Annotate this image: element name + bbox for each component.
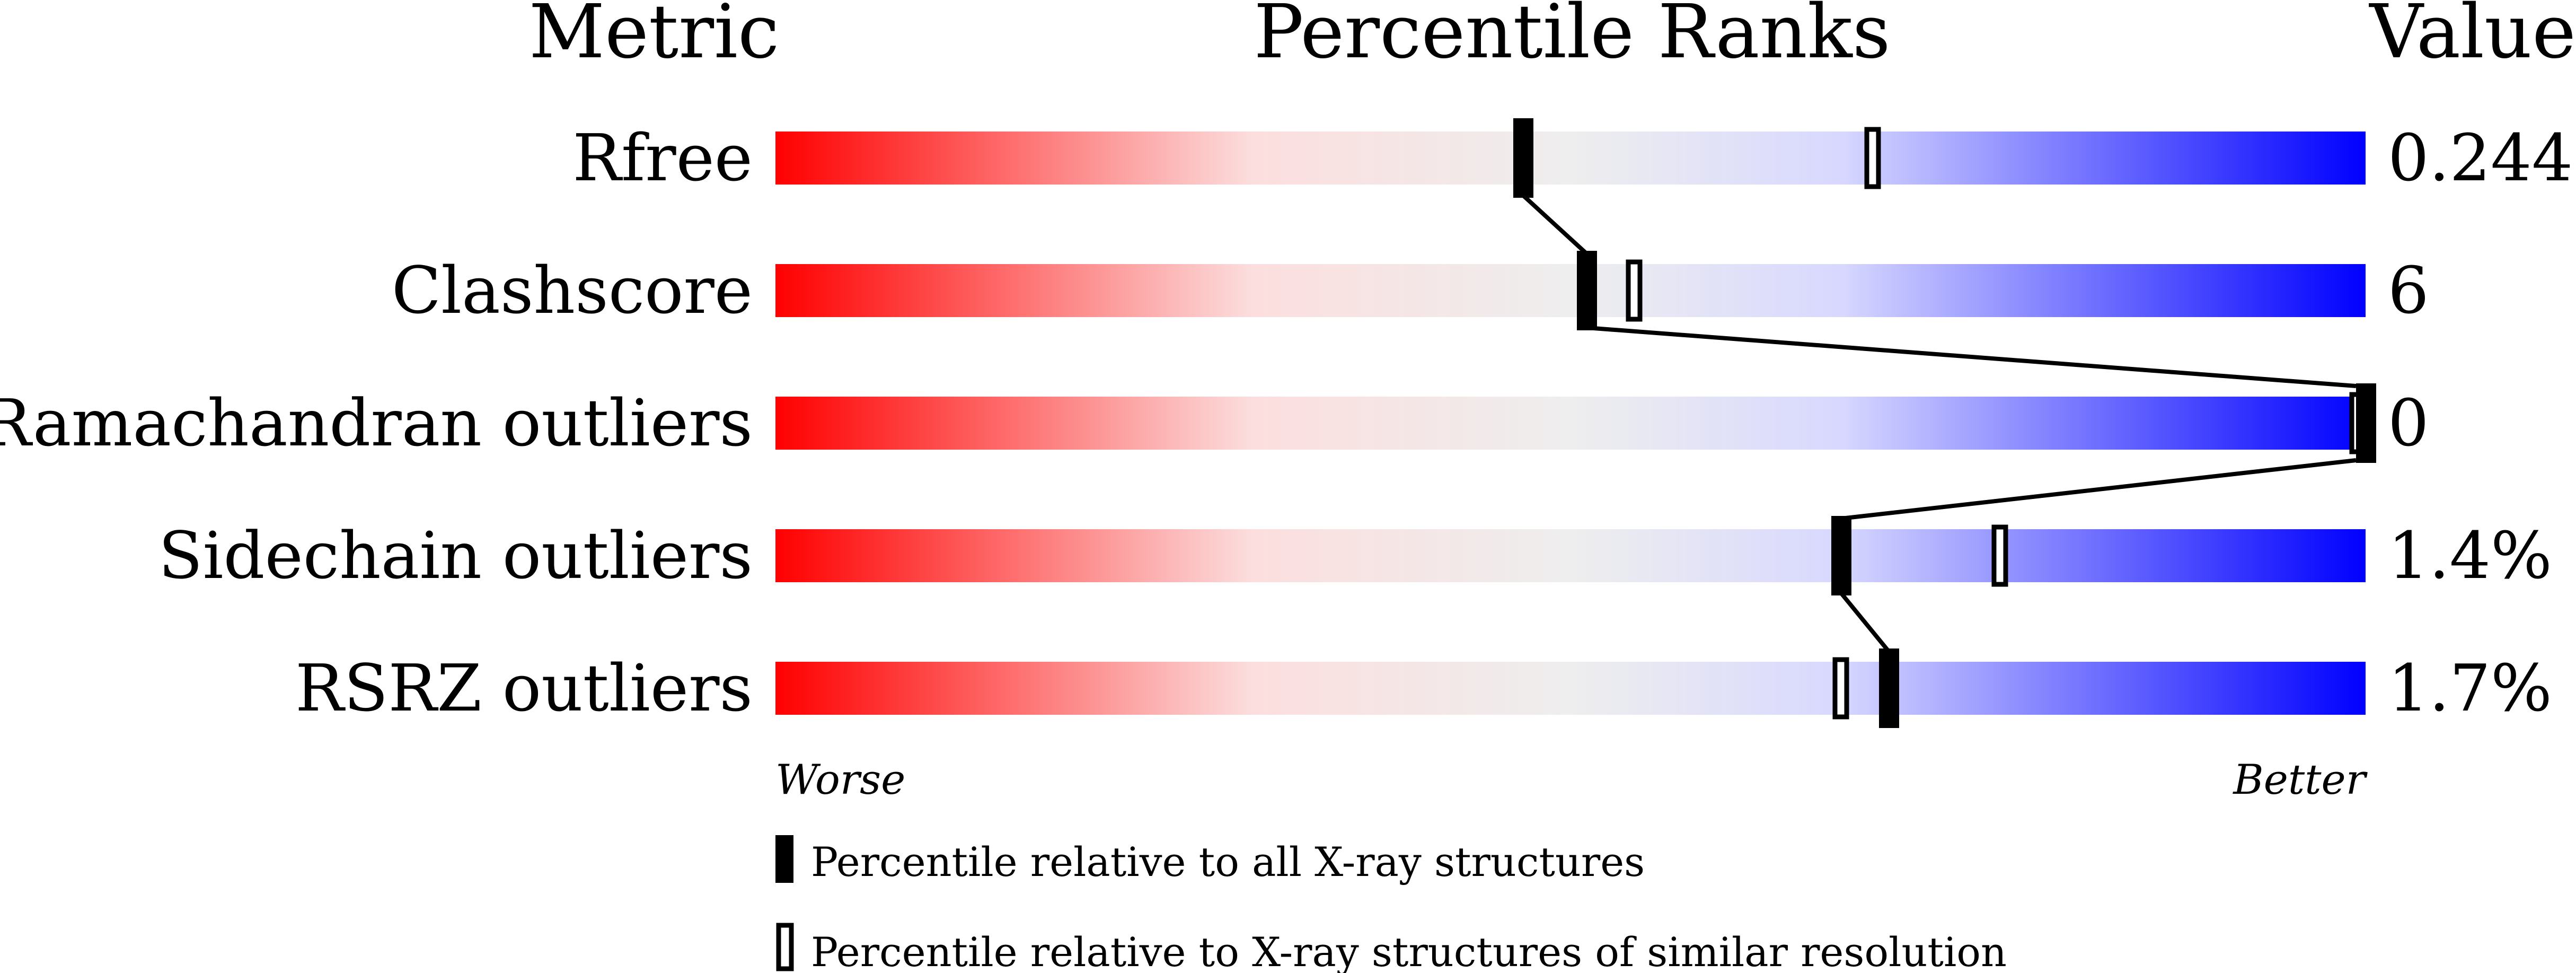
all-percentile-marker [1577, 251, 1597, 330]
metric-label: Sidechain outliers [158, 518, 753, 593]
connector-line [1521, 194, 1588, 255]
metric-row: Ramachandran outliers 0 [0, 385, 2429, 461]
similar-percentile-marker [1832, 657, 1849, 720]
similar-percentile-marker [1864, 127, 1881, 189]
legend-label-similar: Percentile relative to X-ray structures … [811, 928, 2007, 973]
header-value: Value [2368, 0, 2576, 75]
metric-label: Clashscore [392, 253, 753, 328]
percentile-bar [775, 662, 2366, 715]
percentile-bar [775, 264, 2366, 317]
metric-value: 0.244 [2388, 120, 2573, 196]
metric-value: 1.7% [2388, 651, 2552, 726]
percentile-bar [775, 529, 2366, 582]
legend-open-marker-icon [776, 923, 794, 971]
connector-line [1586, 326, 2357, 388]
axis-label-worse: Worse [775, 756, 905, 804]
all-percentile-marker [1513, 118, 1533, 198]
metric-label: RSRZ outliers [295, 651, 753, 726]
metric-value: 6 [2388, 253, 2429, 328]
legend-filled-marker-icon [775, 835, 793, 883]
header-percentile-ranks: Percentile Ranks [1254, 0, 1890, 75]
metric-value: 1.4% [2388, 518, 2552, 593]
header-metric: Metric [529, 0, 780, 75]
similar-percentile-marker [1991, 524, 2008, 587]
similar-percentile-marker [1626, 259, 1643, 322]
metric-label: Ramachandran outliers [0, 385, 753, 461]
percentile-bar [775, 132, 2366, 185]
metric-row: Rfree 0.244 [572, 120, 2573, 196]
metric-row: Sidechain outliers 1.4% [158, 518, 2552, 593]
metric-row: RSRZ outliers 1.7% [295, 651, 2552, 726]
connector-line [1839, 591, 1891, 653]
all-percentile-marker [1831, 516, 1851, 595]
metric-value: 0 [2388, 385, 2429, 461]
metric-row: Clashscore 6 [392, 253, 2429, 328]
connector-line [1840, 458, 2357, 521]
legend-label-all: Percentile relative to all X-ray structu… [811, 838, 1645, 886]
all-percentile-marker [1879, 648, 1899, 728]
metric-label: Rfree [572, 120, 753, 196]
all-percentile-marker [2356, 383, 2376, 463]
axis-label-better: Better [2232, 756, 2368, 804]
percentile-bar [775, 397, 2366, 450]
